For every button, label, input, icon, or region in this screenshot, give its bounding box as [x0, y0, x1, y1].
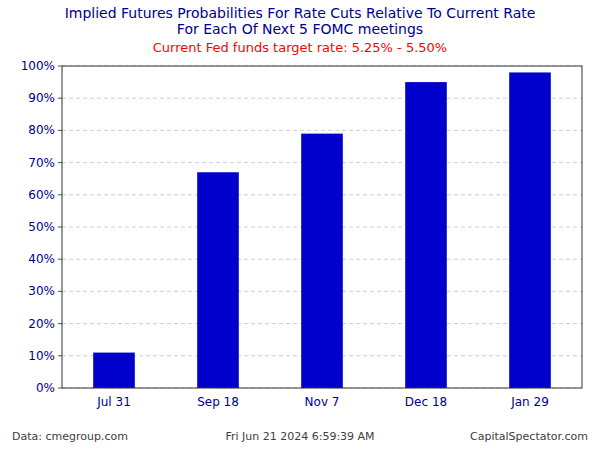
y-tick-label: 0% [36, 381, 55, 395]
subtitle: Current Fed funds target rate: 5.25% - 5… [153, 40, 447, 55]
y-tick [58, 194, 62, 195]
y-tick [58, 66, 62, 67]
y-tick [58, 323, 62, 324]
chart-container: Implied Futures Probabilities For Rate C… [0, 0, 600, 450]
y-tick-label: 90% [28, 91, 55, 105]
plot-frame [62, 66, 582, 388]
footer-note: Data: cmegroup.com [12, 430, 128, 443]
y-tick [58, 130, 62, 131]
chart: Implied Futures Probabilities For Rate C… [0, 0, 600, 450]
y-tick-label: 100% [21, 59, 55, 73]
title: Implied Futures Probabilities For Rate C… [65, 5, 536, 21]
bar [197, 172, 239, 388]
x-tick-label: Sep 18 [197, 395, 239, 409]
y-tick-label: 30% [28, 284, 55, 298]
y-tick-label: 10% [28, 349, 55, 363]
bar [405, 82, 447, 388]
x-tick-label: Dec 18 [405, 395, 447, 409]
grid-line [62, 98, 582, 99]
x-tick-label: Jan 29 [510, 395, 549, 409]
grid-line [62, 130, 582, 131]
y-tick-label: 70% [28, 156, 55, 170]
y-tick [58, 291, 62, 292]
bars [93, 72, 551, 388]
y-tick [58, 227, 62, 228]
x-tick-label: Jul 31 [96, 395, 131, 409]
y-axis: 0% 10% 20% 30% 40% 50% 60% 70% 80% 90% 100% [21, 59, 62, 395]
y-tick-label: 40% [28, 252, 55, 266]
bar [509, 72, 551, 388]
bar [301, 134, 343, 388]
y-tick [58, 98, 62, 99]
y-tick-label: 80% [28, 123, 55, 137]
y-tick [58, 355, 62, 356]
y-tick [58, 162, 62, 163]
x-axis: Jul 31 Sep 18 Nov 7 Dec 18 Jan 29 [96, 395, 549, 409]
y-tick [58, 259, 62, 260]
grid [62, 66, 582, 388]
footer-note: Fri Jun 21 2024 6:59:39 AM [225, 430, 374, 443]
title: For Each Of Next 5 FOMC meetings [177, 21, 423, 37]
footer-note: CapitalSpectator.com [470, 430, 588, 443]
y-tick [58, 388, 62, 389]
y-tick-label: 50% [28, 220, 55, 234]
y-tick-label: 20% [28, 317, 55, 331]
bar [93, 353, 135, 388]
y-tick-label: 60% [28, 188, 55, 202]
x-tick-label: Nov 7 [305, 395, 340, 409]
